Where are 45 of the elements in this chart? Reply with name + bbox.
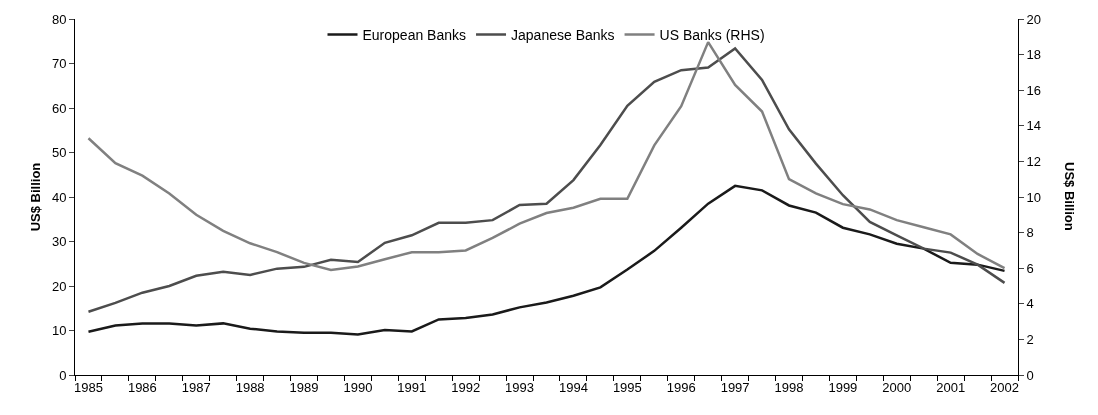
legend-label: Japanese Banks	[511, 27, 615, 44]
y-tick-label: 20	[51, 278, 67, 294]
legend-label: US Banks (RHS)	[659, 27, 765, 44]
y2-tick-label: 2	[1026, 331, 1034, 347]
y-tick-label: 80	[51, 11, 67, 27]
y-tick-label: 70	[51, 56, 67, 72]
y2-axis-title: US$ Billion	[1061, 162, 1077, 231]
x-tick-label: 1998	[774, 379, 804, 395]
y2-tick-label: 16	[1026, 82, 1042, 98]
y2-tick-label: 10	[1026, 189, 1042, 205]
x-tick-label: 1997	[720, 379, 750, 395]
x-tick-label: 1985	[74, 379, 103, 395]
x-tick-label: 1990	[343, 379, 373, 395]
legend-label: European Banks	[362, 27, 467, 44]
y2-tick-label: 20	[1026, 11, 1042, 27]
y2-tick-label: 0	[1026, 367, 1034, 383]
y2-tick-label: 8	[1026, 225, 1034, 241]
y-tick-label: 60	[51, 100, 67, 116]
y2-tick-label: 4	[1026, 296, 1034, 312]
x-tick-label: 1987	[181, 379, 211, 395]
x-tick-label: 1988	[235, 379, 265, 395]
x-tick-label: 1999	[828, 379, 858, 395]
x-tick-label: 1992	[451, 379, 481, 395]
y-axis-title: US$ Billion	[27, 162, 43, 232]
y2-tick-label: 6	[1026, 260, 1034, 276]
y-tick-label: 40	[51, 189, 67, 205]
y-tick-label: 10	[51, 323, 67, 339]
y2-tick-label: 12	[1026, 153, 1042, 169]
y-tick-label: 0	[59, 367, 67, 383]
y2-tick-label: 14	[1026, 118, 1042, 134]
x-tick-label: 1993	[505, 379, 535, 395]
x-tick-label: 1991	[397, 379, 427, 395]
y2-tick-label: 18	[1026, 47, 1042, 63]
y-tick-label: 50	[51, 145, 67, 161]
x-tick-label: 1986	[127, 379, 157, 395]
x-tick-label: 2002	[990, 379, 1019, 395]
x-tick-label: 1995	[612, 379, 642, 395]
x-tick-label: 2000	[882, 379, 912, 395]
x-tick-label: 1996	[666, 379, 696, 395]
line-series	[87, 47, 1006, 314]
x-tick-label: 1994	[558, 379, 588, 395]
x-tick-label: 1989	[289, 379, 319, 395]
y-tick-label: 30	[51, 234, 67, 250]
x-tick-label: 2001	[936, 379, 966, 395]
line-series	[87, 184, 1006, 336]
